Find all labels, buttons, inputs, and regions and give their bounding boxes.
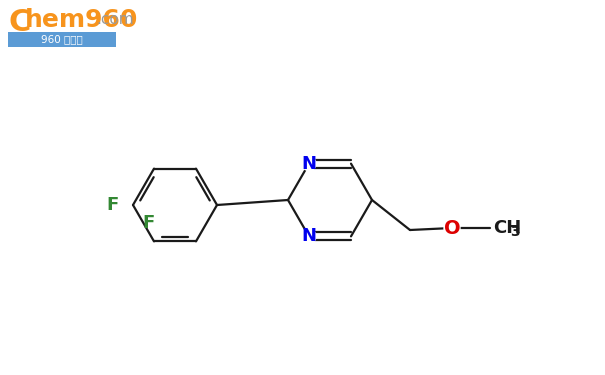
Text: N: N [301, 154, 316, 172]
Circle shape [302, 230, 316, 243]
Text: .com: .com [96, 12, 134, 27]
FancyBboxPatch shape [8, 32, 116, 47]
Circle shape [444, 220, 460, 236]
Text: hem960: hem960 [25, 8, 139, 32]
Text: F: F [143, 214, 155, 232]
Text: CH: CH [493, 219, 522, 237]
Text: O: O [443, 219, 460, 237]
Text: 960 化工网: 960 化工网 [41, 34, 83, 44]
Text: F: F [107, 196, 119, 214]
Text: 3: 3 [510, 225, 520, 239]
Text: N: N [301, 227, 316, 245]
Circle shape [302, 157, 316, 171]
Text: C: C [8, 8, 30, 37]
